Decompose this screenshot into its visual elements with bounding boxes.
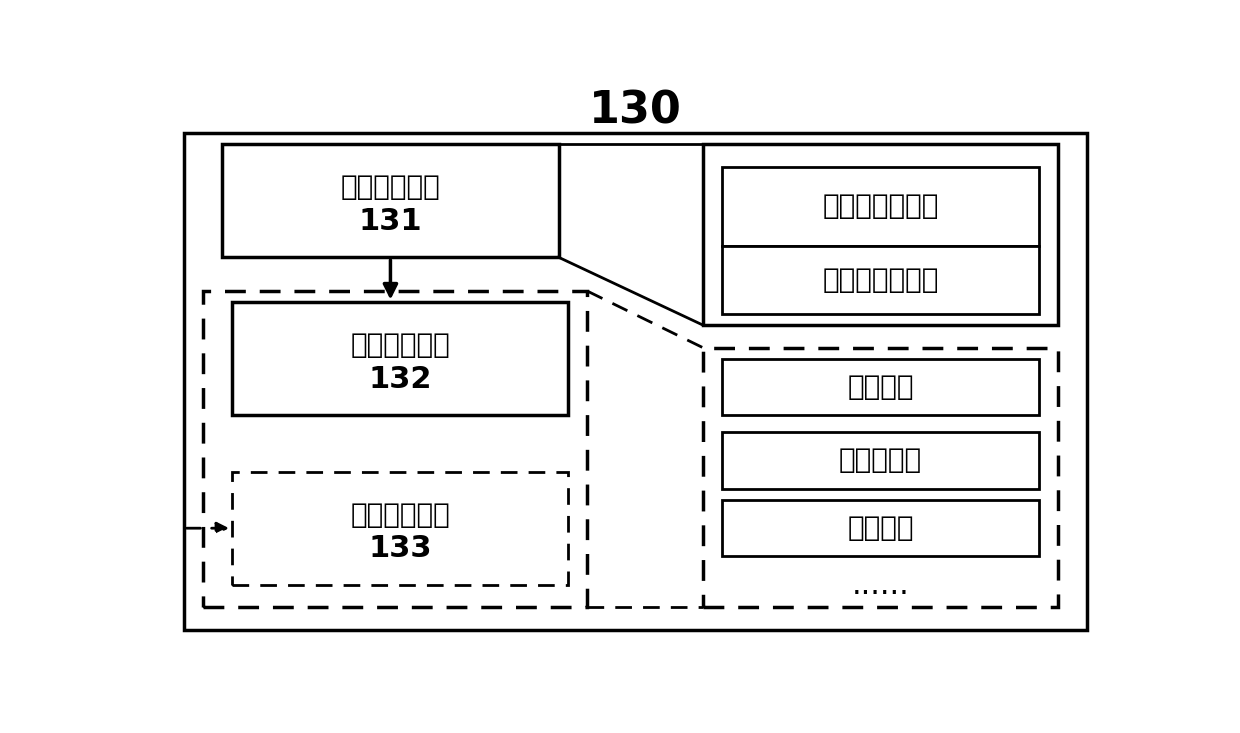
Bar xyxy=(184,133,1087,630)
Bar xyxy=(722,432,1039,489)
Text: 131: 131 xyxy=(358,207,423,236)
Text: 声音截取单元: 声音截取单元 xyxy=(341,173,440,202)
Bar xyxy=(232,472,568,585)
Text: 呼吸频率: 呼吸频率 xyxy=(847,373,914,401)
Text: 130: 130 xyxy=(589,89,682,132)
Text: 特征音识别单元: 特征音识别单元 xyxy=(822,266,939,294)
Text: 133: 133 xyxy=(368,534,432,563)
Text: 第一分析单元: 第一分析单元 xyxy=(350,331,450,359)
Bar xyxy=(703,144,1058,325)
Bar xyxy=(722,246,1039,314)
Bar xyxy=(722,500,1039,556)
Text: 吸气相占比: 吸气相占比 xyxy=(839,446,923,474)
Text: 波谱图生成单元: 波谱图生成单元 xyxy=(822,193,939,221)
Bar xyxy=(703,347,1058,607)
Bar xyxy=(722,359,1039,416)
Text: 132: 132 xyxy=(368,365,432,394)
Text: 第二分析单元: 第二分析单元 xyxy=(350,501,450,528)
Text: 呼吸节律: 呼吸节律 xyxy=(847,515,914,542)
Bar xyxy=(203,291,588,607)
Bar xyxy=(722,167,1039,246)
Bar xyxy=(222,144,558,257)
Text: ......: ...... xyxy=(852,571,909,600)
Bar xyxy=(232,303,568,416)
